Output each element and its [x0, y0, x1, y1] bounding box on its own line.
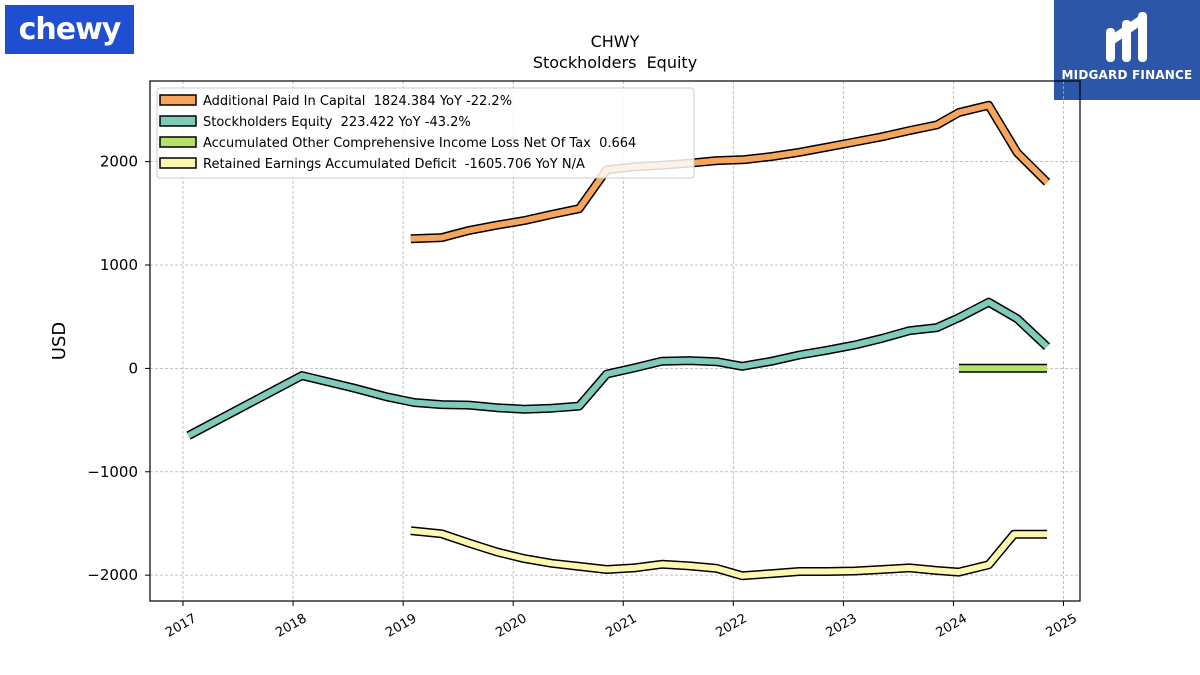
- x-tick-label: 2018: [273, 611, 309, 641]
- x-tick-label: 2020: [493, 611, 529, 641]
- y-tick-label: 0: [128, 359, 138, 377]
- legend-box: [156, 87, 695, 179]
- x-tick-label: 2023: [824, 611, 860, 641]
- legend-swatch-3: [159, 157, 197, 169]
- chart-title: CHWY: [591, 32, 640, 51]
- x-tick-label: 2017: [163, 611, 199, 641]
- x-tick-label: 2025: [1044, 611, 1080, 641]
- legend: Additional Paid In Capital 1824.384 YoY …: [156, 87, 695, 179]
- series-line-3: [410, 527, 1047, 579]
- midgard-finance-logo: MIDGARD FINANCE: [1054, 0, 1200, 100]
- y-axis-label: USD: [49, 322, 70, 360]
- x-tick-label: 2021: [603, 611, 639, 641]
- plot-frame: [149, 80, 1081, 602]
- y-tick-label: 2000: [100, 153, 138, 171]
- legend-swatch-2: [159, 136, 197, 148]
- series-line-0: [410, 102, 1050, 242]
- x-tick-label: 2022: [713, 611, 749, 641]
- chewy-logo-text: chewy: [18, 12, 122, 47]
- midgard-finance-logo-text: MIDGARD FINANCE: [1061, 68, 1193, 82]
- series-line-1: [187, 299, 1050, 439]
- series-layer: [186, 100, 1051, 581]
- x-tick-label: 2019: [383, 611, 419, 641]
- legend-swatch-0: [159, 94, 197, 106]
- x-tick-label: 2024: [934, 611, 970, 641]
- legend-label-0: Additional Paid In Capital 1824.384 YoY …: [203, 94, 512, 109]
- legend-label-1: Stockholders Equity 223.422 YoY -43.2%: [203, 115, 471, 130]
- chewy-logo: chewy: [5, 5, 134, 54]
- legend-label-2: Accumulated Other Comprehensive Income L…: [203, 136, 636, 151]
- chart-subtitle: Stockholders Equity: [533, 53, 697, 72]
- legend-label-3: Retained Earnings Accumulated Deficit -1…: [203, 157, 585, 172]
- legend-swatch-1: [159, 115, 197, 127]
- y-tick-label: −1000: [87, 463, 138, 481]
- midgard-emblem-icon: [1106, 12, 1147, 62]
- y-tick-label: 1000: [100, 256, 138, 274]
- y-tick-label: −2000: [87, 566, 138, 584]
